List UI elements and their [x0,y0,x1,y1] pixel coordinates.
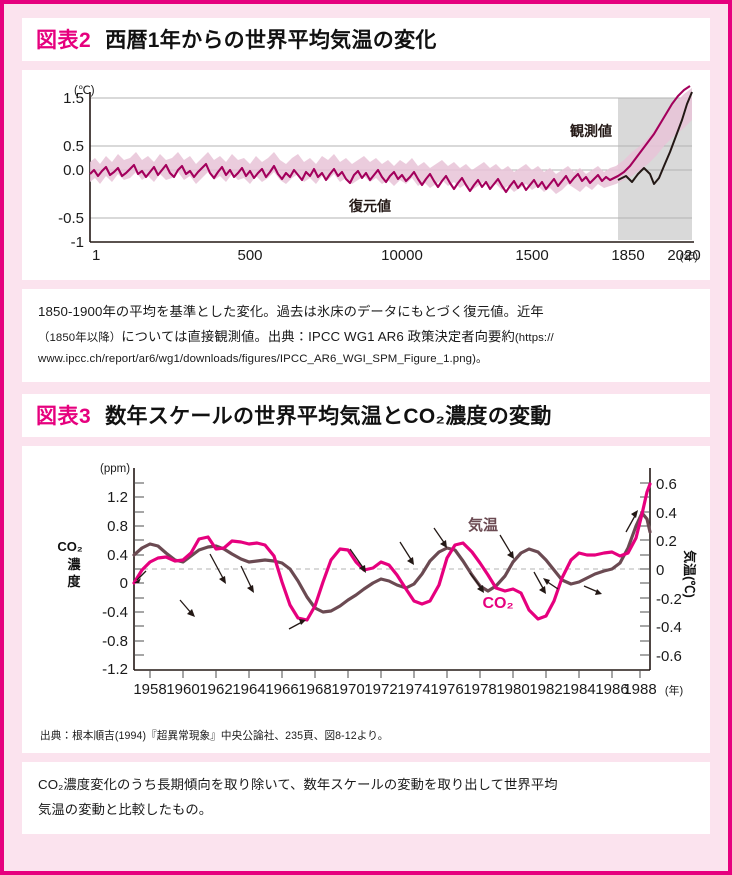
svg-text:0.6: 0.6 [656,476,677,493]
svg-text:1986: 1986 [595,681,628,698]
figure3-title: 数年スケールの世界平均気温とCO₂濃度の変動 [105,405,552,429]
figure2-label-observed: 観測値 [570,123,612,139]
svg-text:1960: 1960 [166,681,199,698]
observed-line [617,91,693,185]
co2-line [132,482,652,622]
svg-text:(年): (年) [665,683,683,697]
figure2-caption-line2a: （1850年以降） [38,331,122,344]
reconstructed-uncertainty-band [90,88,692,194]
svg-text:1980: 1980 [496,681,529,698]
svg-text:-0.8: -0.8 [102,633,128,650]
svg-text:1.5: 1.5 [63,90,84,107]
figure3-right-ticklabels: 0.6 0.4 0.2 0 -0.2 -0.4 -0.6 [656,476,682,665]
svg-text:1982: 1982 [529,681,562,698]
figure2-title: 西暦1年からの世界平均気温の変化 [105,29,437,52]
figure3-left-unit: (ppm) [100,463,130,475]
svg-text:10000: 10000 [381,247,423,264]
svg-text:1972: 1972 [364,681,397,698]
figure2-y-ticklabels: 1.5 0.5 0.0 -0.5 -1 [58,90,84,251]
svg-text:度: 度 [67,574,81,589]
svg-text:1970: 1970 [331,681,364,698]
svg-text:1976: 1976 [430,681,463,698]
svg-text:1.2: 1.2 [107,489,128,506]
figure2-caption-line1: 1850-1900年の平均を基準とした変化。過去は氷床のデータにもとづく復元値。… [38,304,544,319]
svg-text:1966: 1966 [265,681,298,698]
figure3-x-ticks [149,670,641,679]
svg-text:0: 0 [656,562,664,579]
document-page: 図表2 西暦1年からの世界平均気温の変化 (℃) 1.5 0 [4,4,728,871]
svg-text:0: 0 [120,575,128,592]
svg-text:0.5: 0.5 [63,138,84,155]
reconstructed-line [89,85,691,194]
svg-text:0.2: 0.2 [656,533,677,550]
figure2-caption-line2: （1850年以降）については直接観測値。出典：IPCC WG1 AR6 政策決定… [38,325,694,350]
svg-text:1974: 1974 [397,681,430,698]
svg-text:-0.4: -0.4 [102,604,128,621]
figure3-left-axis-title: CO₂ 濃 度 [57,539,83,589]
figure3-caption-line1: CO₂濃度変化のうち長期傾向を取り除いて、数年スケールの変動を取り出して世界平均 [38,777,558,793]
figure3-chart: (ppm) CO₂ 濃 度 気温(℃) [34,456,698,743]
temperature-line [132,511,652,614]
svg-text:濃: 濃 [67,557,81,572]
svg-text:-0.5: -0.5 [58,210,84,227]
figure2-number: 図表2 [36,29,92,52]
svg-text:0.8: 0.8 [107,518,128,535]
svg-text:0.4: 0.4 [107,547,128,564]
figure3-title-bar: 図表3 数年スケールの世界平均気温とCO₂濃度の変動 [22,394,710,438]
svg-text:1984: 1984 [562,681,595,698]
figure2-x-ticklabels: 1 500 10000 1500 1850 2020 (年) [92,247,701,264]
figure3-caption-line2: 気温の変動と比較したもの。 [38,801,213,817]
svg-text:(年): (年) [680,249,698,263]
svg-text:1964: 1964 [232,681,265,698]
figure2-caption-line2b: については直接観測値。出典：IPCC WG1 AR6 政策決定者向要約 [121,328,515,344]
figure2-chart: (℃) 1.5 0.5 0.0 -0.5 -1 [34,80,701,270]
figure3-lag-arrows [134,510,638,630]
figure3-svg: (ppm) CO₂ 濃 度 気温(℃) [57,463,697,698]
figure3-right-axis-title: 気温(℃) [682,550,697,598]
svg-text:CO₂: CO₂ [57,539,83,554]
figure2-caption: 1850-1900年の平均を基準とした変化。過去は氷床のデータにもとづく復元値。… [22,289,710,383]
svg-text:1500: 1500 [515,247,548,264]
svg-text:1850: 1850 [611,247,644,264]
figure2-label-reconstructed: 復元値 [348,198,391,214]
figure3-label-temperature: 気温 [468,516,498,534]
svg-text:-0.4: -0.4 [656,619,682,636]
figure3-left-ticklabels: 1.2 0.8 0.4 0 -0.4 -0.8 -1.2 [102,489,128,678]
figure2-svg: (℃) 1.5 0.5 0.0 -0.5 -1 [58,85,701,264]
svg-text:-1: -1 [71,234,84,251]
figure2-title-bar: 図表2 西暦1年からの世界平均気温の変化 [22,18,710,61]
figure2-chart-panel: (℃) 1.5 0.5 0.0 -0.5 -1 [22,70,710,280]
figure2-caption-line2c: (https:// [514,331,554,344]
svg-text:500: 500 [237,247,262,264]
figure3-source: 出典：根本順吉(1994)『超異常現象』中央公論社、235頁、図8-12より。 [40,730,389,743]
svg-text:1988: 1988 [623,681,656,698]
svg-text:-1.2: -1.2 [102,661,128,678]
svg-text:-0.6: -0.6 [656,648,682,665]
svg-text:0.4: 0.4 [656,505,677,522]
svg-text:1968: 1968 [298,681,331,698]
svg-text:1958: 1958 [133,681,166,698]
svg-text:0.0: 0.0 [63,162,84,179]
figure3-number: 図表3 [36,405,92,429]
figure3-right-ticks [640,482,650,656]
figure2-caption-line3: www.ipcc.ch/report/ar6/wg1/downloads/fig… [38,353,488,366]
figure3-chart-panel: (ppm) CO₂ 濃 度 気温(℃) [22,446,710,754]
svg-text:-0.2: -0.2 [656,591,682,608]
svg-text:1978: 1978 [463,681,496,698]
svg-text:2020: 2020 [667,247,700,264]
figure3-caption: CO₂濃度変化のうち長期傾向を取り除いて、数年スケールの変動を取り出して世界平均… [22,762,710,835]
svg-text:1: 1 [92,247,100,264]
svg-text:1962: 1962 [199,681,232,698]
figure3-x-ticklabels: 1958 1960 1962 1964 1966 1968 1970 1972 … [133,681,683,698]
figure3-label-co2: CO₂ [482,595,513,612]
